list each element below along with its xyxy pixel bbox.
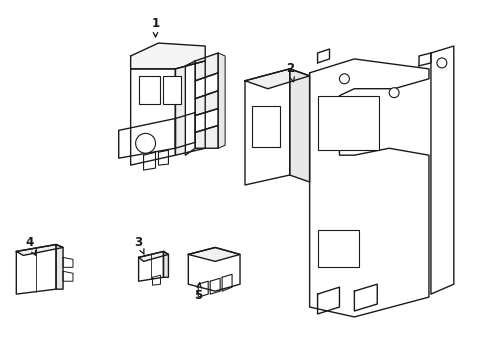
- Circle shape: [135, 133, 155, 153]
- Text: 1: 1: [151, 17, 159, 37]
- Polygon shape: [244, 69, 309, 89]
- Polygon shape: [16, 244, 63, 255]
- Polygon shape: [418, 53, 430, 66]
- Polygon shape: [175, 113, 195, 148]
- Text: 3: 3: [134, 236, 144, 255]
- Polygon shape: [218, 53, 224, 148]
- Polygon shape: [56, 244, 63, 289]
- Polygon shape: [317, 287, 339, 314]
- Bar: [317, 96, 379, 150]
- Polygon shape: [130, 69, 175, 165]
- Polygon shape: [175, 61, 205, 155]
- Polygon shape: [119, 118, 175, 158]
- Polygon shape: [143, 152, 155, 170]
- Polygon shape: [163, 251, 168, 277]
- Circle shape: [436, 58, 446, 68]
- Bar: [138, 76, 160, 104]
- Circle shape: [388, 88, 398, 98]
- Polygon shape: [354, 284, 376, 311]
- Polygon shape: [222, 274, 232, 291]
- Polygon shape: [195, 73, 218, 99]
- Polygon shape: [195, 109, 218, 132]
- Polygon shape: [195, 125, 218, 148]
- Polygon shape: [195, 53, 218, 81]
- Polygon shape: [188, 247, 240, 291]
- Text: 5: 5: [194, 283, 202, 302]
- Polygon shape: [244, 69, 289, 185]
- Polygon shape: [198, 281, 208, 297]
- Bar: [163, 76, 181, 104]
- Polygon shape: [317, 49, 329, 63]
- Bar: [251, 105, 279, 147]
- Circle shape: [339, 74, 349, 84]
- Polygon shape: [309, 59, 428, 317]
- Polygon shape: [289, 69, 309, 182]
- Polygon shape: [210, 278, 220, 294]
- Polygon shape: [152, 275, 160, 285]
- Polygon shape: [185, 61, 195, 155]
- Polygon shape: [130, 43, 205, 69]
- Polygon shape: [138, 251, 163, 281]
- Polygon shape: [16, 244, 56, 294]
- Polygon shape: [63, 257, 73, 267]
- Text: 2: 2: [285, 62, 294, 82]
- Polygon shape: [430, 46, 453, 294]
- Polygon shape: [63, 271, 73, 281]
- Text: 4: 4: [25, 236, 36, 255]
- Polygon shape: [138, 251, 168, 261]
- Polygon shape: [188, 247, 240, 261]
- Polygon shape: [158, 150, 168, 165]
- Bar: [317, 230, 359, 267]
- Polygon shape: [195, 91, 218, 116]
